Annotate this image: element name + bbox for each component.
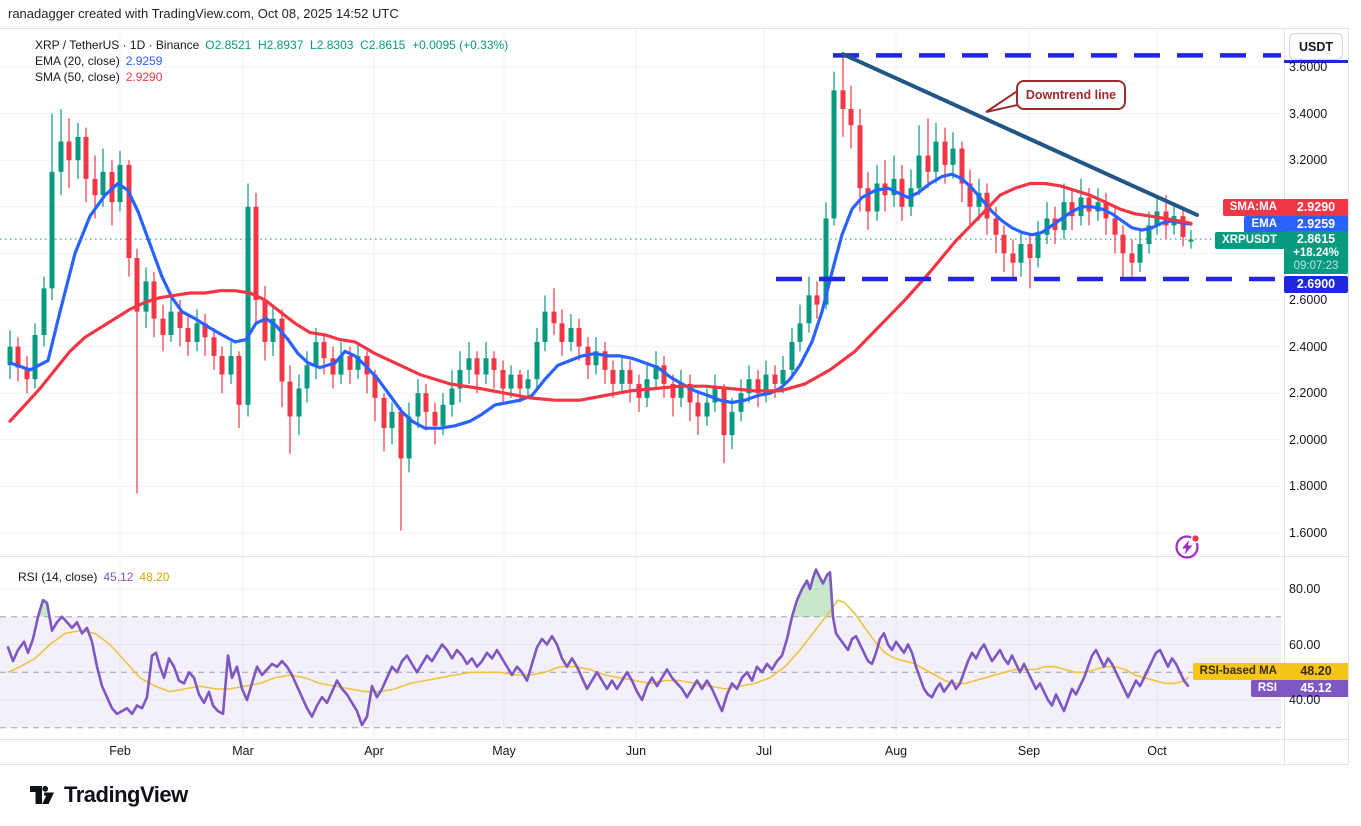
tradingview-logo[interactable]: TradingView bbox=[28, 781, 188, 808]
rsi-legend-title: RSI (14, close) bbox=[18, 570, 98, 584]
ema-legend-row[interactable]: EMA (20, close) 2.9259 bbox=[35, 54, 162, 68]
sma-legend-row[interactable]: SMA (50, close) 2.9290 bbox=[35, 70, 162, 84]
symbol-tag-change: +18.24% bbox=[1293, 247, 1339, 259]
time-axis-month-label[interactable]: Oct bbox=[1147, 744, 1167, 758]
timeaxis-top-border bbox=[0, 739, 1348, 740]
rsi-tag[interactable]: RSI bbox=[1250, 680, 1284, 697]
symbol-price-tag[interactable]: XRPUSDT bbox=[1215, 232, 1284, 249]
symbol-tag-price: 2.8615 bbox=[1296, 232, 1336, 246]
rsi-tag-label: RSI bbox=[1250, 680, 1284, 697]
time-axis-month-label[interactable]: Jul bbox=[756, 744, 772, 758]
sma-legend-value: 2.9290 bbox=[125, 70, 163, 84]
symbol-title: XRP / TetherUS · 1D · Binance bbox=[35, 38, 200, 52]
rsi-ma-legend-value: 48.20 bbox=[139, 570, 170, 584]
tradingview-logo-mark bbox=[30, 785, 54, 804]
time-axis-month-label[interactable]: Apr bbox=[364, 744, 384, 758]
rsi-tick-label[interactable]: 80.00 bbox=[1289, 582, 1321, 596]
time-axis-month-label[interactable]: Sep bbox=[1017, 744, 1041, 758]
price-tick-label[interactable]: 2.4000 bbox=[1289, 339, 1328, 354]
rsi-ma-tag[interactable]: RSI-based MA bbox=[1192, 663, 1284, 680]
rsi-tick-label[interactable]: 40.00 bbox=[1289, 693, 1321, 707]
rsi-ma-tag-label: RSI-based MA bbox=[1192, 663, 1284, 680]
rsi-tag-value: 45.12 bbox=[1284, 680, 1348, 697]
support-level-tag[interactable]: 2.6900 bbox=[1284, 276, 1348, 293]
ema-legend-name: EMA (20, close) bbox=[35, 54, 120, 68]
main-price-chart[interactable] bbox=[0, 28, 1281, 556]
top-separator bbox=[0, 28, 1348, 29]
time-axis-month-label[interactable]: Feb bbox=[109, 744, 131, 758]
resistance-line-axis-segment bbox=[1284, 60, 1348, 63]
price-tick-label[interactable]: 2.0000 bbox=[1289, 432, 1328, 447]
rsi-tick-label[interactable]: 60.00 bbox=[1289, 637, 1321, 652]
symbol-tag-label: XRPUSDT bbox=[1215, 232, 1284, 249]
price-tick-label[interactable]: 2.2000 bbox=[1289, 386, 1328, 401]
ema-tag-value: 2.9259 bbox=[1284, 216, 1348, 233]
rsi-legend-row[interactable]: RSI (14, close) 45.12 48.20 bbox=[18, 570, 169, 584]
downtrend-callout[interactable]: Downtrend line bbox=[1016, 80, 1126, 110]
price-tick-label[interactable]: 3.6000 bbox=[1289, 60, 1328, 74]
currency-toggle-button[interactable]: USDT bbox=[1289, 33, 1343, 60]
ema-tag-label: EMA bbox=[1244, 216, 1284, 233]
symbol-tag-value-block[interactable]: 2.8615 +18.24% 09:07:23 bbox=[1284, 231, 1348, 274]
right-border bbox=[1348, 28, 1349, 764]
price-tick-label[interactable]: 3.2000 bbox=[1289, 153, 1328, 168]
ohlc-values: O2.8521 H2.8937 L2.8303 C2.8615 +0.0095 … bbox=[205, 38, 509, 52]
time-axis-month-label[interactable]: Mar bbox=[232, 744, 254, 758]
price-axis-border bbox=[1284, 28, 1285, 764]
sma-legend-name: SMA (50, close) bbox=[35, 70, 120, 84]
sma-tag-label: SMA:MA bbox=[1222, 199, 1284, 216]
sma-tag-value: 2.9290 bbox=[1284, 199, 1348, 216]
price-tick-label[interactable]: 1.6000 bbox=[1289, 526, 1328, 540]
rsi-ma-tag-value: 48.20 bbox=[1284, 663, 1348, 680]
symbol-tag-countdown: 09:07:23 bbox=[1293, 260, 1339, 272]
price-tick-label[interactable]: 1.8000 bbox=[1289, 479, 1328, 494]
tradingview-logo-text: TradingView bbox=[64, 781, 188, 807]
rsi-legend-value: 45.12 bbox=[103, 570, 134, 584]
time-axis-month-label[interactable]: May bbox=[492, 744, 516, 758]
attribution-text: ranadagger created with TradingView.com,… bbox=[8, 6, 399, 21]
time-axis-month-label[interactable]: Jun bbox=[625, 744, 647, 758]
symbol-legend-row[interactable]: XRP / TetherUS · 1D · Binance O2.8521 H2… bbox=[35, 38, 508, 52]
lightning-status-icon[interactable] bbox=[1172, 530, 1204, 562]
price-tick-label[interactable]: 3.4000 bbox=[1289, 106, 1328, 121]
time-axis-month-label[interactable]: Aug bbox=[884, 744, 908, 758]
rsi-panel-chart[interactable] bbox=[0, 556, 1281, 739]
sma-price-tag[interactable]: SMA:MA bbox=[1222, 199, 1284, 216]
ema-legend-value: 2.9259 bbox=[125, 54, 163, 68]
price-tick-label[interactable]: 2.6000 bbox=[1289, 293, 1328, 307]
panel-separator bbox=[0, 556, 1348, 557]
ema-price-tag[interactable]: EMA bbox=[1244, 216, 1284, 233]
timeaxis-bottom-border bbox=[0, 764, 1348, 765]
